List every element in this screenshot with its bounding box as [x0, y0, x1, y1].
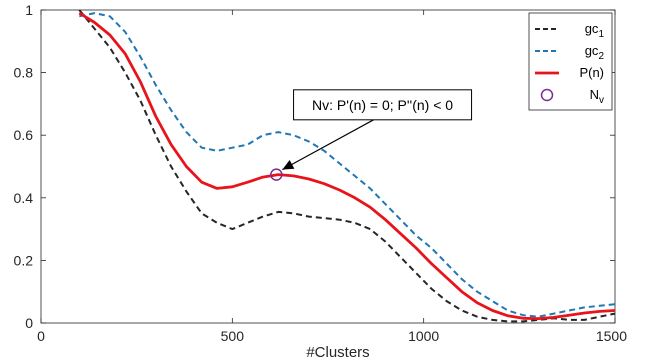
annotation-box: [293, 89, 473, 121]
x-tick-label-3: 1500: [596, 328, 627, 344]
y-tick-label-3: 0.6: [14, 127, 34, 143]
legend-swatch-marker: [540, 88, 554, 102]
y-tick-label-1: 0.2: [14, 252, 34, 268]
y-tick-label-2: 0.4: [14, 190, 34, 206]
nv-marker: [270, 168, 283, 181]
legend-label-2: P(n): [579, 65, 604, 80]
annotation-arrow-line: [282, 119, 374, 171]
legend-label-1: gc2: [585, 43, 605, 62]
ticks: 0 500 1000 1500 0 0.2 0.4 0.6 0.8 1: [14, 2, 628, 344]
x-axis-title: #Clusters: [306, 344, 369, 360]
series-line-2: [78, 11, 616, 320]
x-tick-label-1: 500: [221, 328, 245, 344]
y-tick-label-4: 0.8: [14, 65, 34, 81]
series-line-0: [78, 9, 616, 323]
axes-frame: [40, 9, 616, 324]
annotation-layer: Nv: P'(n) = 0; P''(n) < 0: [282, 89, 473, 171]
y-tick-label-5: 1: [25, 2, 33, 18]
x-tick-label-0: 0: [37, 328, 45, 344]
series-line-1: [79, 12, 616, 318]
annotation-text: Nv: P'(n) = 0; P''(n) < 0: [312, 97, 453, 113]
series-layer: [78, 9, 616, 323]
legend-box: [528, 12, 613, 111]
legend-label-3: Nv: [590, 87, 604, 106]
annotation-arrow-head: [282, 160, 295, 170]
y-tick-label-0: 0: [25, 315, 33, 331]
x-tick-label-2: 1000: [408, 328, 439, 344]
plot-area: [40, 9, 616, 324]
legend-label-0: gc1: [585, 21, 605, 40]
legend: gc1 gc2 P(n) Nv: [528, 12, 613, 111]
marker-layer: [270, 168, 283, 181]
